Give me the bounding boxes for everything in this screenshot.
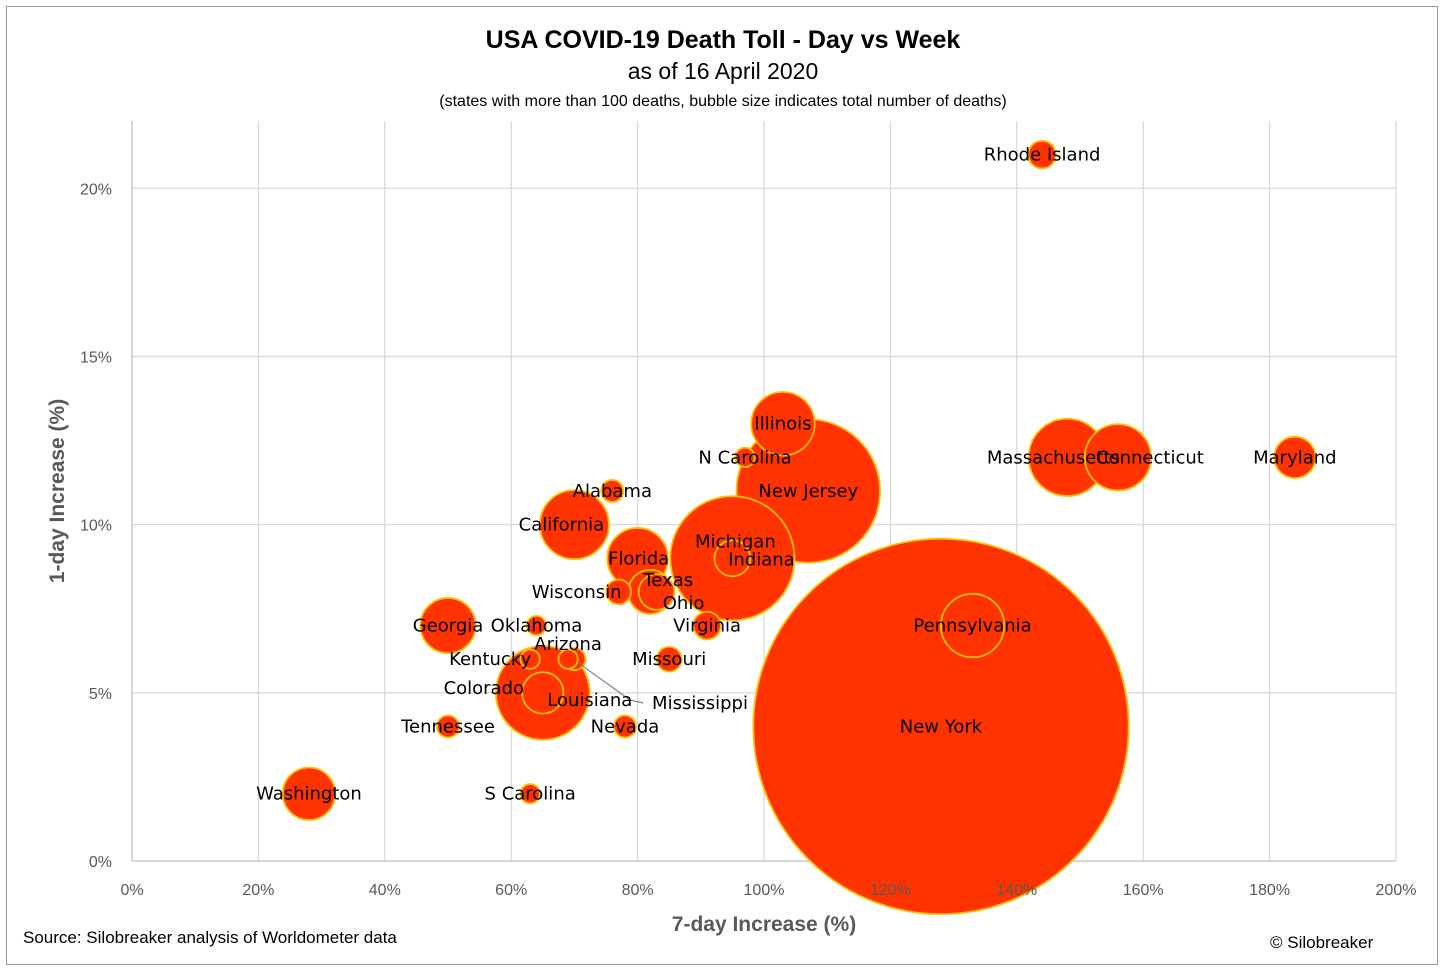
bubble-label: Georgia — [413, 616, 484, 637]
bubble-oklahoma — [525, 614, 548, 637]
bubble-ohio — [637, 573, 676, 611]
x-tick-label: 120% — [870, 882, 911, 899]
bubble-arizona — [557, 648, 579, 670]
bubble-label: Wisconsin — [532, 582, 622, 603]
x-tick-label: 160% — [1123, 882, 1164, 899]
x-axis-label: 7-day Increase (%) — [672, 913, 856, 936]
y-tick-label: 10% — [80, 518, 112, 535]
y-axis-label: 1-day Increase (%) — [46, 399, 69, 583]
bubble-label: Pennsylvania — [913, 616, 1031, 637]
bubble-virginia — [692, 610, 722, 641]
bubble-label: New Jersey — [758, 481, 858, 502]
y-tick-label: 20% — [80, 181, 112, 198]
bubble-label: Texas — [642, 570, 693, 591]
bubble-california — [539, 489, 610, 561]
bubble-label: Oklahoma — [491, 616, 583, 637]
bubble-pennsylvania — [939, 592, 1006, 659]
grid — [131, 121, 1397, 862]
bubble-s-carolina — [519, 783, 541, 805]
source-note: Source: Silobreaker analysis of Worldome… — [23, 928, 397, 947]
bubble-illinois — [750, 391, 816, 457]
bubble-new-york — [752, 537, 1130, 916]
chart-subtitle: as of 16 April 2020 — [627, 58, 819, 84]
y-tick-label: 0% — [89, 854, 112, 871]
leader-line-mississippi — [577, 661, 644, 704]
x-tick-label: 80% — [622, 882, 654, 899]
tick-labels: 0% 20% 40% 60% 80% 100% 120% 140% 160% 180% 200% 0%… — [80, 181, 1416, 899]
chart-note: (states with more than 100 deaths, bubbl… — [439, 93, 1007, 110]
bubble-label: Colorado — [444, 678, 524, 699]
bubble-connecticut — [1083, 423, 1152, 492]
bubbles — [281, 139, 1317, 916]
bubble-label: Arizona — [534, 634, 602, 655]
bubble-maryland — [1273, 435, 1317, 479]
bubble-label: Nevada — [591, 716, 660, 737]
bubble-label: Washington — [256, 784, 362, 805]
bubble-label: Alabama — [573, 481, 652, 502]
bubble-n-carolina — [734, 446, 756, 468]
bubble-labels: Rhode Island Illinois N Carolina Massachuse… — [256, 145, 1337, 805]
x-tick-label: 200% — [1376, 882, 1417, 899]
chart-frame — [6, 6, 1438, 965]
bubble-label: California — [519, 515, 604, 536]
bubble-label: Rhode Island — [984, 145, 1101, 166]
bubble-label: Mississippi — [652, 693, 748, 714]
bubble-label: Kentucky — [449, 649, 532, 670]
bubble-label: Florida — [608, 548, 669, 569]
bubble-label: Tennessee — [400, 716, 495, 737]
x-tick-label: 0% — [120, 882, 143, 899]
chart-title: USA COVID-19 Death Toll - Day vs Week — [485, 26, 961, 54]
bubble-georgia — [419, 597, 477, 655]
bubble-washington — [281, 766, 337, 821]
bubble-missouri — [655, 645, 683, 673]
bubble-alabama — [600, 479, 625, 503]
bubble-label: Ohio — [663, 593, 705, 614]
bubble-label: New York — [900, 716, 983, 737]
y-tick-label: 15% — [80, 349, 112, 366]
x-tick-label: 140% — [996, 882, 1037, 899]
copyright-note: © Silobreaker — [1270, 933, 1374, 952]
bubble-colorado — [521, 671, 565, 715]
bubble-label: Massachusetts — [987, 447, 1120, 468]
bubble-wisconsin — [605, 578, 632, 606]
bubble-kentucky — [519, 648, 541, 670]
bubble-label: Louisiana — [547, 690, 632, 711]
bubble-nevada — [613, 714, 637, 739]
bubble-label: Missouri — [632, 649, 706, 670]
y-tick-label: 5% — [89, 686, 112, 703]
bubble-label: Michigan — [695, 531, 776, 552]
bubble-tennessee — [436, 714, 460, 739]
bubble-indiana — [713, 539, 752, 578]
bubble-label: Indiana — [728, 549, 795, 570]
bubble-label: N Carolina — [698, 447, 791, 468]
leader-lines — [577, 661, 644, 704]
bubble-label: Maryland — [1253, 447, 1336, 468]
bubble-label: Illinois — [754, 414, 811, 435]
x-tick-label: 60% — [495, 882, 527, 899]
bubble-label: S Carolina — [485, 784, 576, 805]
x-tick-label: 40% — [369, 882, 401, 899]
x-tick-label: 100% — [744, 882, 785, 899]
bubble-rhode-island — [1027, 139, 1057, 170]
x-tick-label: 180% — [1249, 882, 1290, 899]
bubble-label: Virginia — [673, 616, 741, 637]
x-tick-label: 20% — [242, 882, 274, 899]
bubble-label: Connecticut — [1096, 447, 1204, 468]
